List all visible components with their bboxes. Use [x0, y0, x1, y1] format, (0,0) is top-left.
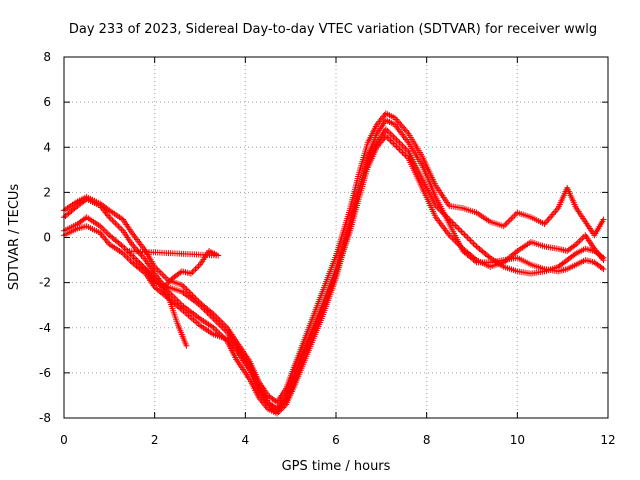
data-point — [100, 226, 107, 233]
data-point — [193, 264, 200, 271]
y-axis-label: SDTVAR / TECUs — [7, 184, 22, 291]
data-point — [98, 224, 105, 231]
data-point — [216, 317, 223, 324]
y-tick-label: -6 — [39, 366, 51, 380]
data-point — [502, 221, 509, 228]
series-track-5 — [124, 248, 222, 349]
data-point — [512, 211, 519, 218]
data-point — [552, 208, 559, 215]
y-tick-label: 2 — [43, 185, 51, 199]
data-point — [464, 234, 471, 241]
data-point — [160, 272, 167, 279]
x-tick-label: 8 — [423, 433, 431, 447]
data-point — [110, 218, 117, 225]
chart-title: Day 233 of 2023, Sidereal Day-to-day VTE… — [69, 22, 597, 37]
x-tick-label: 12 — [600, 433, 615, 447]
data-markers — [61, 110, 607, 417]
data-point — [192, 266, 199, 273]
data-point — [458, 228, 465, 235]
data-point — [459, 229, 466, 236]
data-point — [470, 240, 477, 247]
data-point — [508, 215, 515, 222]
grid — [64, 57, 608, 418]
data-point — [465, 236, 472, 243]
data-point — [131, 244, 138, 251]
data-point — [456, 226, 463, 233]
data-point — [549, 211, 556, 218]
data-point — [121, 245, 128, 252]
data-point — [579, 235, 586, 242]
data-point — [506, 217, 513, 224]
data-point — [113, 221, 120, 228]
x-tick-label: 10 — [510, 433, 525, 447]
x-tick-label: 4 — [242, 433, 250, 447]
data-point — [548, 213, 555, 220]
data-point — [551, 209, 558, 216]
data-point — [576, 238, 583, 245]
data-point — [455, 225, 462, 232]
data-point — [174, 297, 181, 304]
data-point — [574, 239, 581, 246]
data-point — [600, 216, 607, 223]
data-point — [505, 218, 512, 225]
data-point — [134, 247, 141, 254]
data-point — [116, 224, 123, 231]
y-tick-label: 0 — [43, 231, 51, 245]
y-tick-label: 6 — [43, 95, 51, 109]
x-tick-label: 0 — [60, 433, 68, 447]
y-tick-label: -2 — [39, 276, 51, 290]
data-point — [546, 214, 553, 221]
data-point — [542, 219, 549, 226]
data-point — [219, 320, 226, 327]
data-point — [189, 269, 196, 276]
y-tick-label: -8 — [39, 411, 51, 425]
data-point — [462, 232, 469, 239]
data-point — [215, 315, 222, 322]
data-point — [453, 223, 460, 230]
data-point — [162, 274, 169, 281]
data-point — [212, 326, 219, 333]
data-point — [461, 231, 468, 238]
data-point — [472, 242, 479, 249]
data-point — [212, 312, 219, 319]
data-point — [138, 261, 145, 268]
x-tick-label: 6 — [332, 433, 340, 447]
data-point — [213, 327, 220, 334]
series-track-4 — [61, 132, 607, 415]
data-point — [577, 236, 584, 243]
data-point — [107, 215, 114, 222]
data-point — [115, 223, 122, 230]
data-point — [600, 266, 607, 273]
data-point — [600, 257, 607, 264]
data-point — [118, 226, 125, 233]
data-point — [181, 284, 188, 291]
data-point — [385, 129, 392, 136]
data-point — [195, 263, 202, 270]
x-axis-label: GPS time / hours — [282, 459, 391, 474]
data-point — [545, 216, 552, 223]
x-tick-label: 2 — [151, 433, 159, 447]
data-point — [467, 237, 474, 244]
data-point — [213, 314, 220, 321]
data-point — [509, 214, 516, 221]
series-track-3 — [61, 110, 607, 406]
axis-ticks: 0 2 4 6 8 10 12 -8 -6 -4 -2 0 2 4 6 8 — [39, 50, 616, 447]
y-tick-label: -4 — [39, 321, 51, 335]
data-point — [469, 239, 475, 246]
data-point — [221, 321, 228, 328]
data-point — [222, 323, 229, 330]
y-tick-label: 8 — [43, 50, 51, 64]
data-point — [394, 118, 401, 125]
y-tick-label: 4 — [43, 140, 51, 154]
data-point — [218, 318, 225, 325]
data-point — [112, 220, 119, 227]
data-point — [109, 217, 116, 224]
data-point — [183, 342, 190, 349]
